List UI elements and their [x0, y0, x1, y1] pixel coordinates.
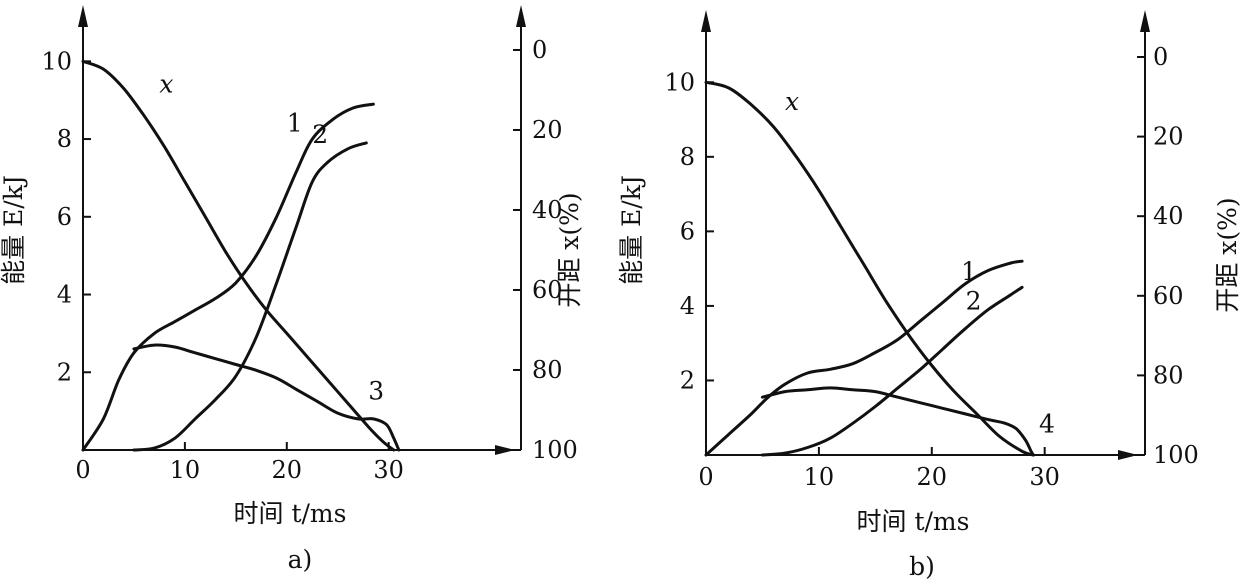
series-line-2 [132, 141, 368, 452]
panel-caption: a) [288, 545, 313, 574]
y-axis-title: 能量 E/kJ [617, 175, 646, 285]
y-tick-label: 10 [41, 47, 72, 75]
y2-tick-label: 20 [532, 116, 563, 144]
series-label-x: x [785, 87, 799, 116]
y2-axis-title: 开距 x(%) [1213, 197, 1242, 312]
series-line-x [81, 59, 396, 452]
x-tick-label: 30 [373, 456, 404, 484]
series-line-1 [81, 102, 375, 452]
y-tick-label: 10 [664, 68, 695, 96]
x-tick-label: 0 [698, 463, 713, 491]
x-tick-label: 10 [170, 456, 201, 484]
y-tick-label: 8 [680, 143, 695, 171]
panel-caption: b) [909, 552, 935, 581]
y2-tick-label: 80 [1153, 361, 1184, 389]
y-tick-label: 4 [57, 281, 72, 309]
y2-tick-label: 100 [532, 436, 578, 464]
series-line-4 [760, 386, 1035, 457]
y-axis-arrow [701, 10, 711, 32]
y-tick-label: 4 [680, 292, 695, 320]
series-label-2: 2 [312, 120, 328, 149]
y2-tick-label: 60 [1153, 282, 1184, 310]
series-label-2: 2 [966, 287, 982, 316]
series-label-1: 1 [287, 108, 303, 137]
series-label-4: 4 [1039, 410, 1055, 439]
y2-axis-arrow [1140, 10, 1150, 32]
y2-tick-label: 60 [532, 276, 563, 304]
y-tick-label: 6 [57, 203, 72, 231]
x-axis-arrow [1118, 450, 1138, 460]
y2-tick-label: 40 [1153, 202, 1184, 230]
y-tick-label: 2 [57, 358, 72, 386]
x-axis-title: 时间 t/ms [857, 507, 970, 536]
x-axis-arrow [495, 445, 515, 455]
y2-axis-title: 开距 x(%) [555, 192, 584, 307]
y2-axis-arrow [516, 5, 526, 27]
x-tick-label: 20 [917, 463, 948, 491]
series-label-3: 3 [368, 376, 384, 405]
y2-tick-label: 100 [1153, 441, 1199, 469]
series-label-1: 1 [961, 257, 977, 286]
y2-tick-label: 40 [532, 196, 563, 224]
y-axis-arrow [78, 5, 88, 27]
x-tick-label: 20 [272, 456, 303, 484]
x-tick-label: 30 [1029, 463, 1060, 491]
series-line-1 [704, 259, 1024, 457]
y2-tick-label: 0 [532, 36, 547, 64]
series-line-3 [132, 343, 401, 452]
x-tick-label: 10 [804, 463, 835, 491]
x-axis-title: 时间 t/ms [234, 499, 347, 528]
y-axis-title: 能量 E/kJ [0, 175, 28, 285]
y2-tick-label: 80 [532, 356, 563, 384]
y-tick-label: 6 [680, 217, 695, 245]
y-tick-label: 8 [57, 125, 72, 153]
y-tick-label: 2 [680, 366, 695, 394]
y2-tick-label: 20 [1153, 123, 1184, 151]
y2-tick-label: 0 [1153, 43, 1168, 71]
series-label-x: x [159, 69, 173, 98]
x-tick-label: 0 [75, 456, 90, 484]
series-line-2 [760, 285, 1024, 457]
series-line-x [704, 80, 1035, 457]
